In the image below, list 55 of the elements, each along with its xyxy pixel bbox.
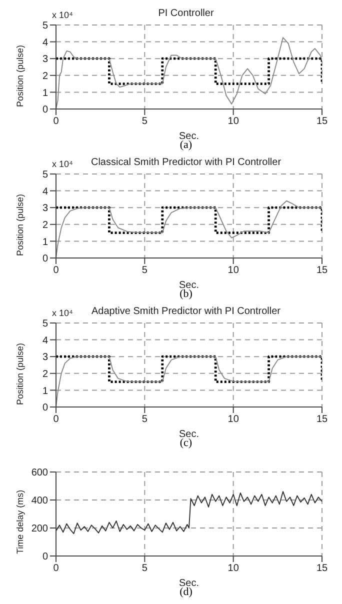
text: x 10⁴ [52, 159, 73, 169]
y-axis-title: Time delay (ms) [15, 490, 26, 554]
y-tick-label: 3 [42, 54, 48, 66]
y-tick-label: 200 [31, 524, 48, 535]
y-tick-label: 5 [42, 20, 48, 32]
x-axis-title: Sec. [178, 429, 200, 440]
x-tick-label: 15 [316, 265, 328, 276]
y-tick-label: 4 [42, 335, 48, 346]
text: (d) [178, 586, 194, 600]
y-tick-label: 4 [42, 186, 48, 198]
y-tick-label: 0 [42, 402, 48, 414]
y-tick-label: 2 [42, 70, 48, 82]
y-tick-label: 3 [42, 203, 48, 214]
y-tick-label: 600 [31, 468, 48, 479]
y-tick-label: 2 [42, 368, 48, 380]
y-tick-label: 0 [42, 104, 48, 116]
y-tick-label: 4 [42, 37, 48, 48]
y-tick-label: 0 [42, 254, 48, 265]
text: (c) [178, 437, 194, 451]
y-tick-label: 0 [42, 552, 48, 563]
x-tick-label: 0 [53, 265, 60, 276]
x-axis-title: Sec. [178, 131, 200, 142]
y-tick-label: 5 [42, 170, 48, 181]
x-tick-label: 5 [142, 563, 148, 574]
y-axis-title: Position (pulse) [15, 194, 26, 256]
x-tick-label: 5 [142, 414, 148, 426]
x-tick-label: 10 [228, 563, 240, 574]
x-tick-label: 10 [228, 414, 240, 426]
y-tick-label: 2 [42, 220, 48, 231]
x-tick-label: 5 [142, 265, 148, 276]
y-axis-title: Position (pulse) [15, 342, 26, 405]
y-tick-label: 400 [31, 496, 48, 507]
text: x 10⁴ [52, 308, 73, 318]
x-tick-label: 15 [316, 414, 328, 426]
x-tick-label: 0 [53, 563, 60, 574]
chart-title: PI Controller [158, 8, 214, 19]
line-series [56, 491, 322, 534]
chart-title: Adaptive Smith Predictor with PI Controller [92, 306, 280, 317]
y-tick-label: 1 [42, 236, 48, 248]
y-tick-label: 1 [42, 88, 48, 99]
x-tick-label: 10 [228, 265, 240, 276]
chart-title: Classical Smith Predictor with PI Controller [90, 157, 282, 168]
x-tick-label: 10 [228, 116, 240, 128]
y-tick-label: 3 [42, 352, 48, 364]
y-tick-label: 1 [42, 386, 48, 397]
text: (b) [178, 288, 194, 302]
x-tick-label: 0 [53, 414, 60, 426]
x-tick-label: 5 [142, 116, 148, 128]
y-tick-label: 5 [42, 318, 48, 330]
x-tick-label: 15 [316, 563, 328, 574]
text: (a) [178, 139, 194, 153]
x-tick-label: 15 [316, 116, 328, 128]
y-axis-title: Position (pulse) [15, 44, 26, 107]
text: x 10⁴ [52, 10, 73, 20]
x-tick-label: 0 [53, 116, 60, 128]
